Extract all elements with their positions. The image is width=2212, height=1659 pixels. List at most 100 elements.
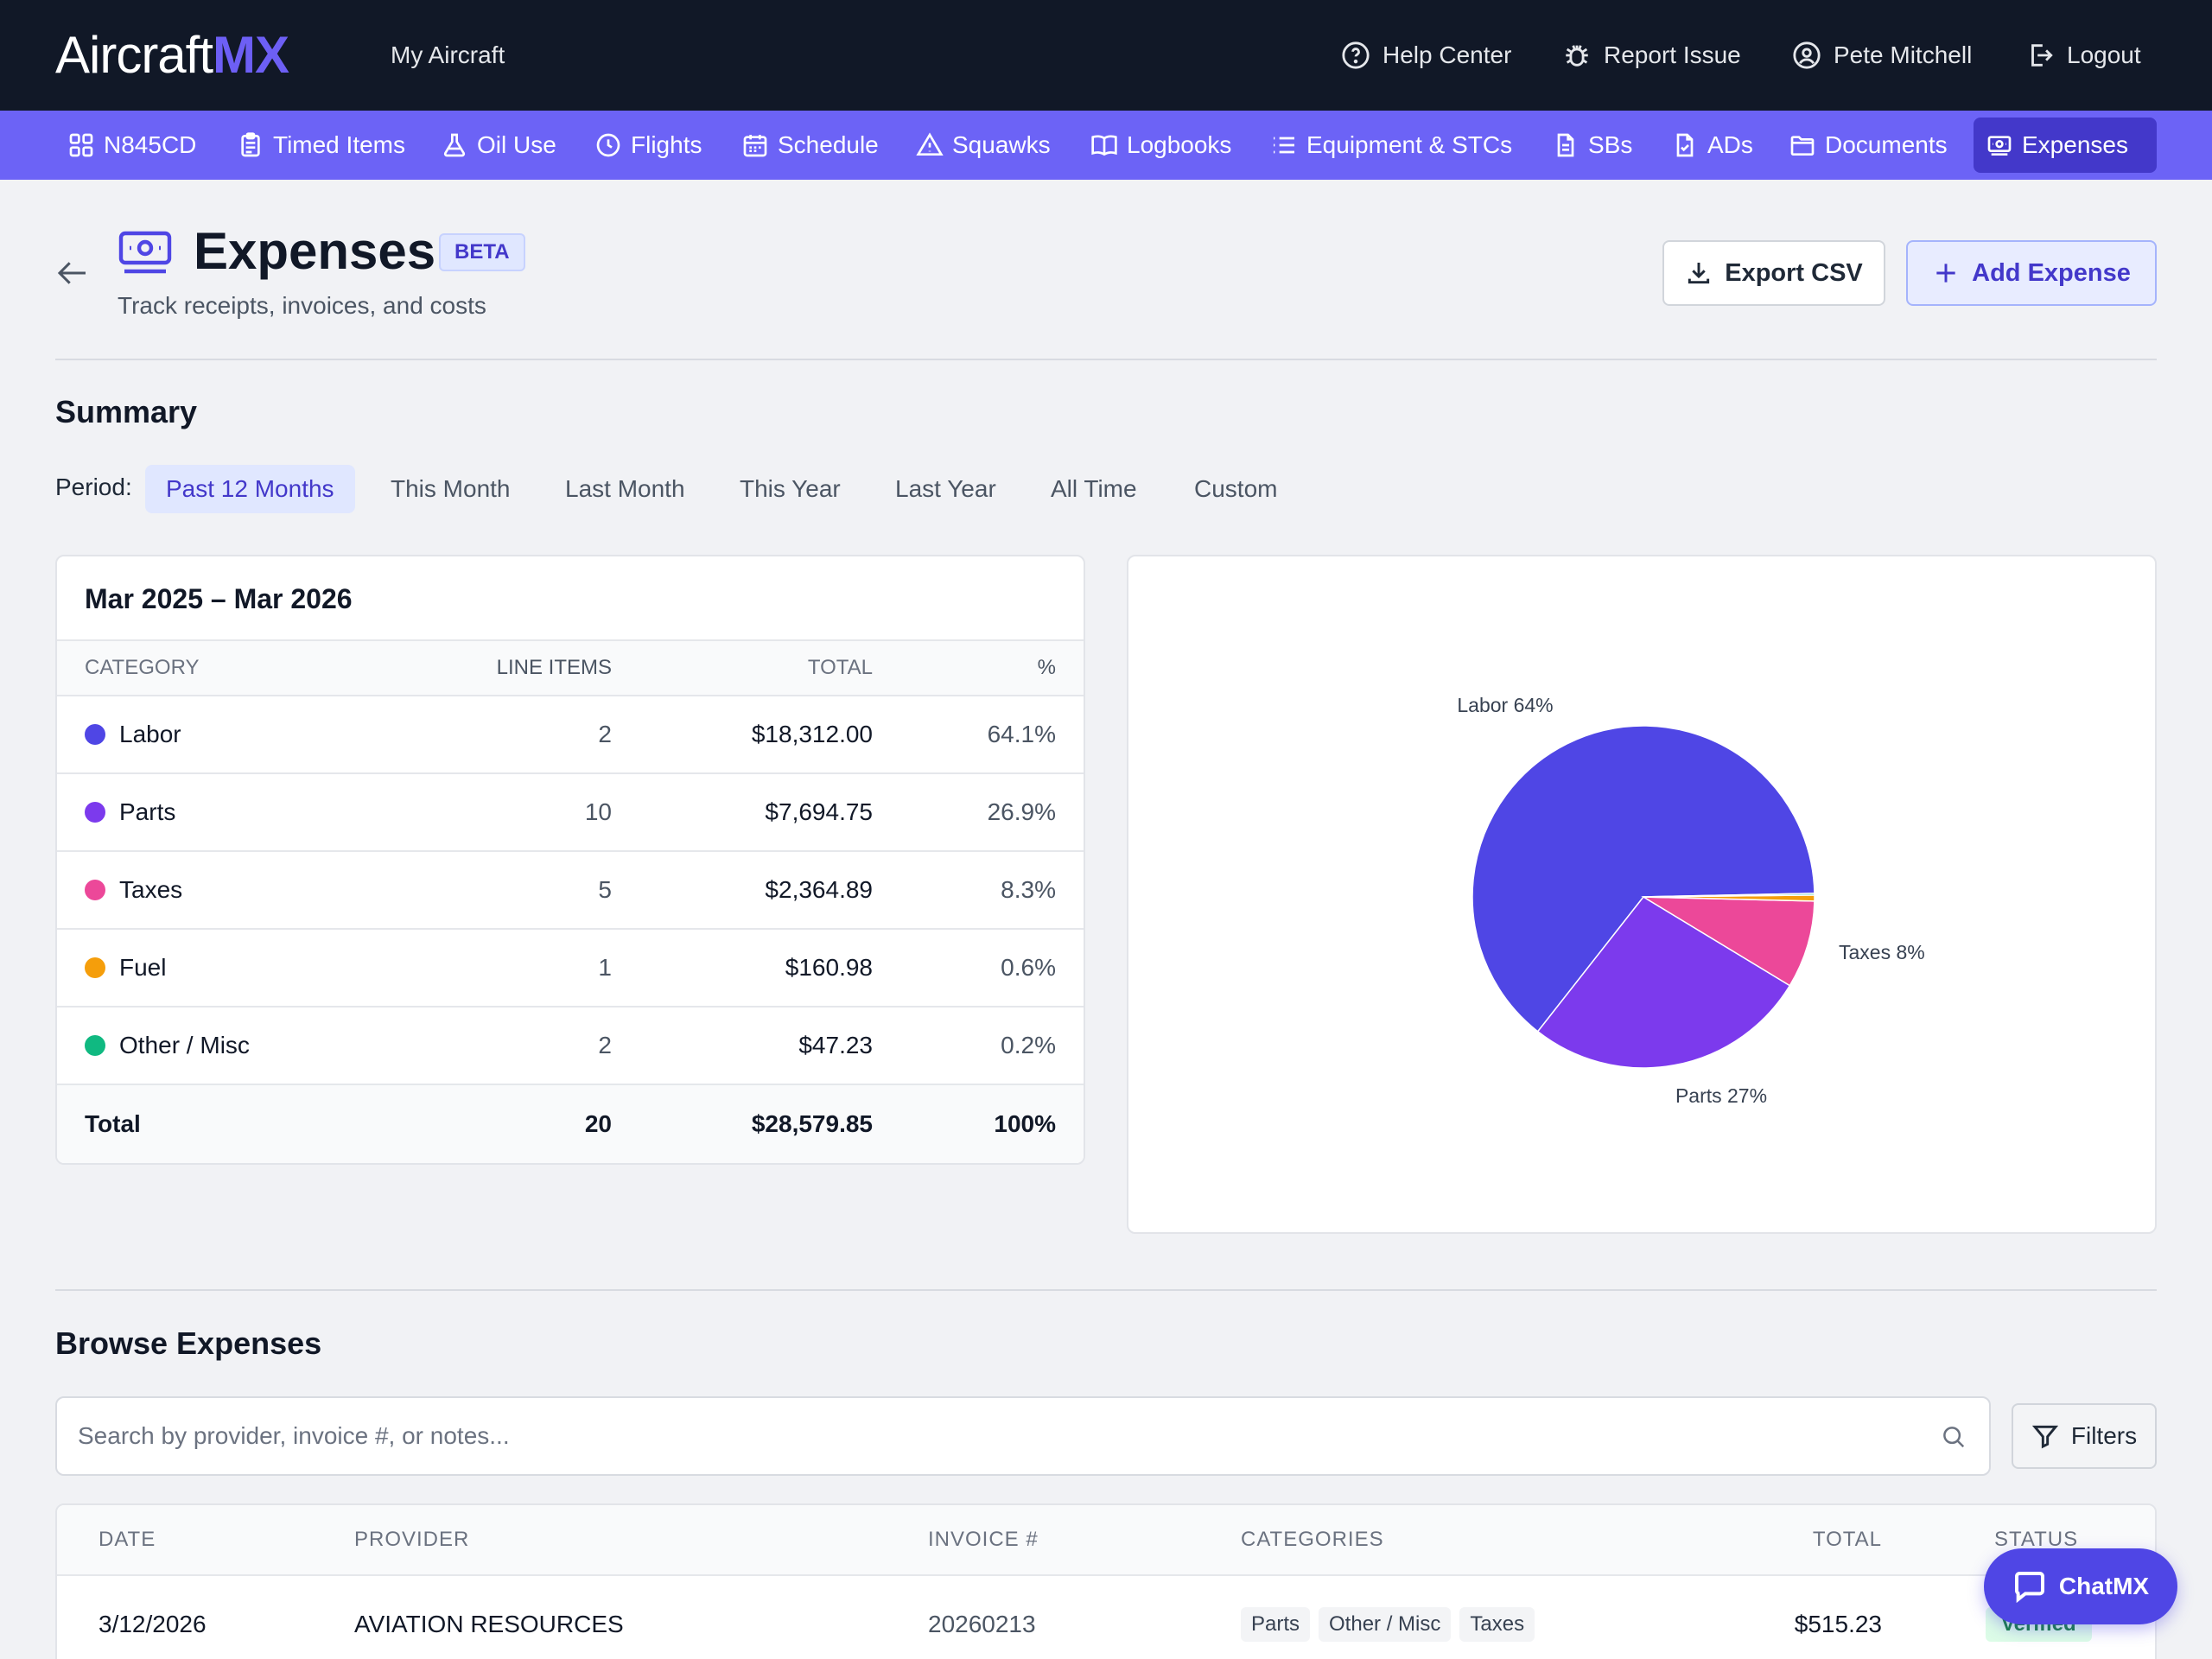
row-total: $515.23 [1794,1611,1882,1637]
back-arrow-icon[interactable] [55,256,90,290]
row-items: 5 [598,876,612,903]
expenses-cash-icon [118,231,172,274]
expense-pie-chart: Labor 64% Parts 27% Taxes 8% [1457,694,1925,1107]
category-tag: Taxes [1459,1607,1535,1642]
summary-table-card: Mar 2025 – Mar 2026 CATEGORY LINE ITEMS … [55,555,1085,1165]
page-title: Expenses [194,222,436,280]
col-total: TOTAL [807,656,873,679]
parts-color-dot [85,802,105,823]
period-this-month[interactable]: This Month [391,475,511,502]
period-last-month[interactable]: Last Month [565,475,685,502]
warning-icon [916,132,944,156]
nav-item-documents[interactable]: Documents [1777,118,1960,173]
row-provider: AVIATION RESOURCES [354,1611,624,1637]
summary-row-labor: Labor 2 $18,312.00 64.1% [57,696,1084,774]
row-date: 3/12/2026 [99,1611,207,1637]
report-issue-link[interactable]: Report Issue [1562,38,1741,73]
period-all-time[interactable]: All Time [1051,475,1137,502]
nav-item-flights[interactable]: Flights [582,118,714,173]
logout-icon [2031,44,2053,67]
table-row[interactable]: 3/12/2026 AVIATION RESOURCES 20260213 Pa… [57,1576,2155,1659]
nav-item-aircraft[interactable]: N845CD [55,118,208,173]
col-provider[interactable]: PROVIDER [354,1528,470,1551]
chatmx-button[interactable]: ChatMX [1984,1548,2177,1624]
fuel-color-dot [85,957,105,978]
summary-table-header: CATEGORY LINE ITEMS TOTAL % [57,641,1084,696]
summary-title: Summary [55,394,198,429]
col-date[interactable]: DATE [99,1528,156,1551]
header-divider [55,359,2157,360]
my-aircraft-link[interactable]: My Aircraft [391,41,505,68]
nav-item-schedule[interactable]: Schedule [729,118,891,173]
grid-icon [69,133,93,157]
pie-slice-labor[interactable] [1471,725,1815,1033]
row-invoice: 20260213 [928,1611,1036,1637]
book-icon [1091,135,1117,156]
logout-link[interactable]: Logout [2025,38,2141,73]
pie-label-parts: Parts 27% [1675,1084,1767,1107]
help-icon [1342,41,1370,69]
download-icon [1688,263,1710,284]
period-custom[interactable]: Custom [1194,475,1278,502]
pie-label-taxes: Taxes 8% [1839,941,1925,963]
plus-icon [1936,264,1955,283]
nav-item-squawks[interactable]: Squawks [904,118,1063,173]
row-percent: 0.6% [1001,954,1056,981]
document-check-icon [1676,133,1694,157]
period-this-year[interactable]: This Year [740,475,841,502]
period-last-year[interactable]: Last Year [895,475,996,502]
col-total[interactable]: TOTAL [1812,1528,1882,1551]
row-total: $2,364.89 [765,876,873,903]
nav-item-oil-use[interactable]: Oil Use [429,118,569,173]
pie-slice-parts[interactable] [1536,896,1791,1069]
other-color-dot [85,1035,105,1056]
pie-slice-other-misc[interactable] [1643,893,1815,898]
summary-divider [55,1289,2157,1291]
user-circle-icon [1793,41,1821,69]
filters-button[interactable]: Filters [2012,1403,2157,1469]
nav-item-expenses[interactable]: Expenses [1974,118,2157,173]
row-total: $18,312.00 [751,721,873,747]
nav-item-logbooks[interactable]: Logbooks [1078,118,1243,173]
search-icon[interactable] [1941,1424,1967,1450]
nav-item-equipment[interactable]: Equipment & STCs [1258,118,1524,173]
nav-item-ads[interactable]: ADs [1659,118,1765,173]
summary-row-other: Other / Misc 2 $47.23 0.2% [57,1007,1084,1085]
summary-row-fuel: Fuel 1 $160.98 0.6% [57,930,1084,1007]
page-subtitle: Track receipts, invoices, and costs [118,292,486,319]
row-total: $7,694.75 [765,798,873,825]
user-menu[interactable]: Pete Mitchell [1792,38,1972,73]
row-percent: 64.1% [987,721,1056,747]
category-tag: Other / Misc [1319,1607,1452,1642]
expenses-table-header: DATE PROVIDER INVOICE # CATEGORIES TOTAL… [57,1505,2155,1576]
nav-item-sbs[interactable]: SBs [1540,118,1644,173]
total-percent: 100% [994,1110,1056,1137]
col-invoice[interactable]: INVOICE # [928,1528,1039,1551]
filter-icon [2031,1425,2058,1449]
browse-title: Browse Expenses [55,1325,322,1361]
expense-search-input[interactable] [78,1415,1892,1457]
col-line-items: LINE ITEMS [496,656,612,679]
taxes-color-dot [85,880,105,900]
nav-item-timed-items[interactable]: Timed Items [225,118,417,173]
period-past-12-months[interactable]: Past 12 Months [145,465,355,513]
pie-slice-taxes[interactable] [1641,896,1815,987]
expense-search [55,1396,1991,1476]
col-status: STATUS [1994,1528,2079,1551]
beta-badge: BETA [439,233,525,271]
row-category: Taxes [119,876,183,903]
cash-icon [1987,136,2012,156]
summary-row-taxes: Taxes 5 $2,364.89 8.3% [57,852,1084,930]
app-logo[interactable]: AircraftMX [55,26,289,84]
row-items: 2 [598,721,612,747]
row-category: Labor [119,721,181,747]
row-total: $47.23 [798,1032,873,1058]
list-icon [1274,137,1294,154]
calendar-icon [743,135,767,157]
help-center-link[interactable]: Help Center [1341,38,1511,73]
row-categories: Parts Other / Misc Taxes [1241,1576,1543,1659]
folder-icon [1790,136,1815,156]
pie-label-labor: Labor 64% [1457,694,1553,716]
add-expense-button[interactable]: Add Expense [1906,240,2157,306]
export-csv-button[interactable]: Export CSV [1662,240,1885,306]
